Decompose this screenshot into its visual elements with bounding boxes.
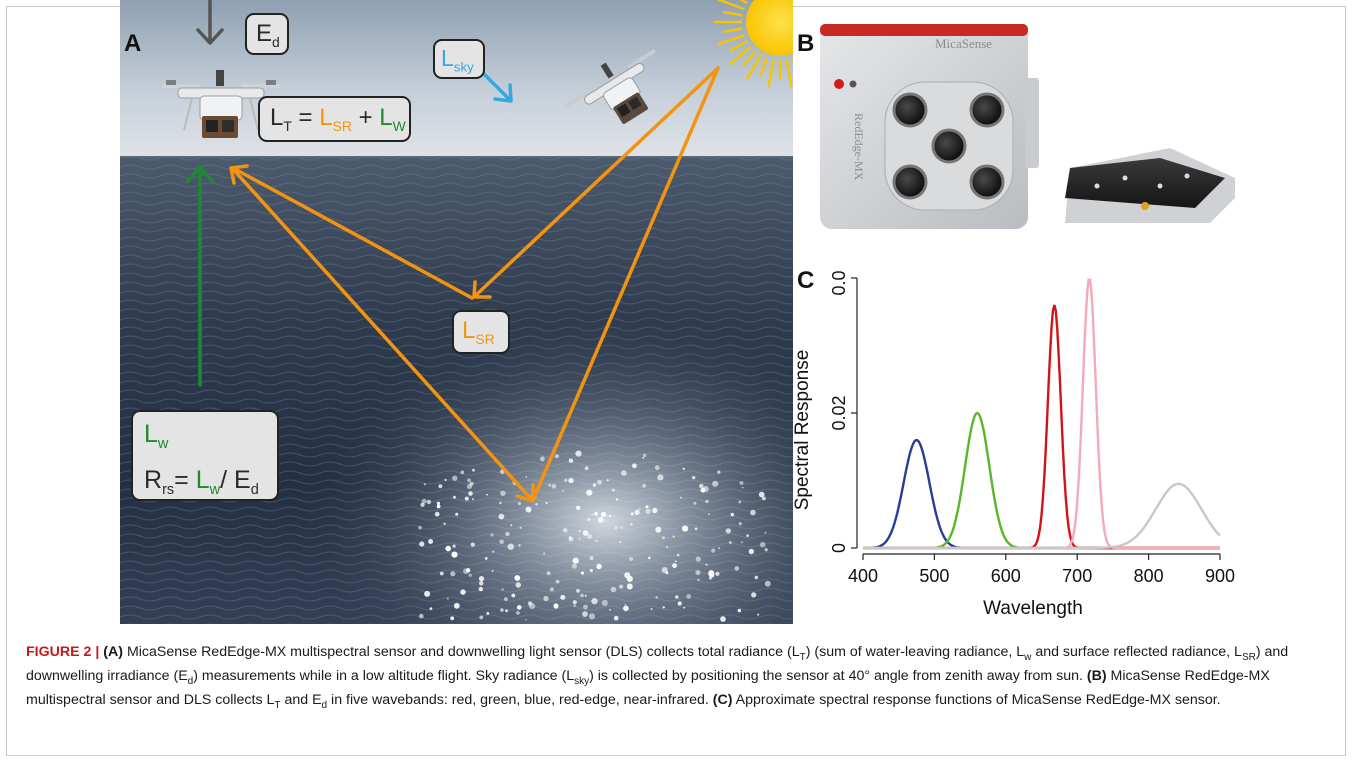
sun-to-lsr-arrow — [473, 66, 720, 298]
lt-plus: + — [351, 104, 380, 131]
rrs-equation-box: Lw Rrs= Lw/ Ed — [131, 410, 279, 501]
y-tick-label: 0.02 — [829, 395, 849, 430]
caption-c-text: Approximate spectral response functions … — [732, 692, 1221, 708]
y-tick-label: 0.04 — [829, 270, 849, 296]
model-text: RedEdge-MX — [852, 113, 866, 181]
panel-b-label: B — [797, 30, 815, 57]
lsr-term: L — [319, 104, 333, 131]
response-curve-5 — [863, 482, 1221, 550]
caption-sub: w — [1024, 651, 1032, 663]
caption-b-text-2: and E — [280, 692, 322, 708]
caption-b-text-1: MicaSense RedEdge-MX multispectral senso… — [26, 668, 1270, 708]
figure-caption: FIGURE 2 | (A) MicaSense RedEdge-MX mult… — [26, 640, 1326, 712]
rrs-divide: / — [220, 466, 234, 494]
drone-icon — [162, 70, 280, 138]
response-curve-2 — [863, 411, 1220, 550]
sun-icon — [714, 0, 793, 88]
x-tick-label: 700 — [1062, 566, 1092, 586]
x-tick-label: 800 — [1134, 566, 1164, 586]
caption-sub: d — [187, 675, 194, 687]
panel-b-photo: MicaSense RedEdge-MX — [820, 24, 1235, 229]
sun-glare — [120, 158, 793, 624]
caption-sub: SR — [1241, 651, 1256, 663]
lt-sub: T — [283, 117, 292, 134]
x-tick-label: 900 — [1205, 566, 1235, 586]
caption-a-text-2: ) (sum of water-leaving radiance, L — [805, 644, 1025, 660]
lsr-sub: SR — [475, 330, 495, 347]
x-tick-label: 600 — [991, 566, 1021, 586]
lt-equation-box: LT = LSR + LW — [258, 96, 411, 142]
lsr-symbol: L — [462, 317, 476, 344]
lsky-sub: sky — [453, 59, 474, 75]
lt-symbol: L — [270, 104, 284, 131]
caption-sub: d — [321, 699, 328, 711]
response-curve-3 — [863, 304, 1220, 550]
lsr-to-drone-arrow — [231, 166, 474, 300]
lw-term: L — [379, 104, 393, 131]
caption-a-text-6: ) is collected by positioning the sensor… — [589, 668, 1087, 684]
lsky-label-box: Lsky — [433, 39, 485, 79]
caption-sub: T — [799, 651, 806, 663]
rrs-numerator: L — [195, 466, 210, 494]
lt-equals: = — [291, 104, 320, 131]
y-axis-label: Spectral Response — [792, 350, 813, 511]
x-tick-label: 400 — [848, 566, 878, 586]
caption-a-text-1: MicaSense RedEdge-MX multispectral senso… — [123, 644, 800, 660]
rrs-symbol: R — [144, 466, 163, 494]
caption-b-tag: (B) — [1086, 668, 1107, 684]
sun-to-glint-arrow — [531, 66, 720, 502]
caption-a-text-3: and surface reflected radiance, L — [1031, 644, 1242, 660]
caption-a-text-4: ) and downwelling irradiance (E — [26, 644, 1289, 684]
ed-symbol: E — [256, 20, 273, 47]
ed-label-box: Ed — [245, 13, 289, 55]
dls-sensor-icon — [1065, 148, 1235, 223]
x-tick-label: 500 — [919, 566, 949, 586]
caption-a-text-5: ) measurements while in a low altitude f… — [193, 668, 575, 684]
caption-figure-label: FIGURE 2 | — [26, 644, 100, 660]
lw-sub: w — [157, 436, 169, 452]
rrs-line: Rrs= Lw/ Ed — [144, 462, 277, 508]
lsky-symbol: L — [441, 45, 454, 71]
rrs-denominator: E — [234, 466, 251, 494]
rrs-denominator-sub: d — [250, 482, 259, 498]
spectral-response-chart: 400 500 600 700 800 900 0 0.02 0.04 Wavelength S… — [792, 270, 1235, 619]
caption-b-text-3: in five wavebands: red, green, blue, red… — [327, 692, 713, 708]
caption-a-tag: (A) — [103, 644, 123, 660]
panel-a-label: A — [124, 30, 142, 57]
x-axis-label: Wavelength — [983, 598, 1083, 619]
lw-term-sub: W — [392, 117, 406, 134]
lsr-term-sub: SR — [332, 117, 352, 134]
rrs-equals: = — [174, 466, 196, 494]
panel-a-photo — [120, 0, 793, 624]
lens-icons — [892, 92, 1005, 200]
caption-c-tag: (C) — [712, 692, 733, 708]
glitter-sparkles — [418, 450, 771, 622]
rrs-numerator-sub: w — [209, 482, 221, 498]
caption-sub: sky — [574, 675, 590, 687]
drone-to-glint-arrow — [230, 166, 534, 502]
brand-text: MicaSense — [935, 36, 992, 51]
tilted-drone-icon — [565, 49, 656, 124]
y-tick-label: 0 — [829, 543, 849, 553]
rrs-sub: rs — [162, 482, 175, 498]
radiance-arrows — [185, 0, 720, 503]
caption-sub: T — [274, 699, 281, 711]
lw-line: Lw — [144, 416, 277, 462]
lsr-label-box: LSR — [452, 310, 510, 354]
lw-symbol: L — [144, 420, 158, 448]
ed-sub: d — [272, 33, 280, 50]
panel-c-label: C — [797, 267, 815, 294]
horizon-line — [120, 156, 793, 159]
